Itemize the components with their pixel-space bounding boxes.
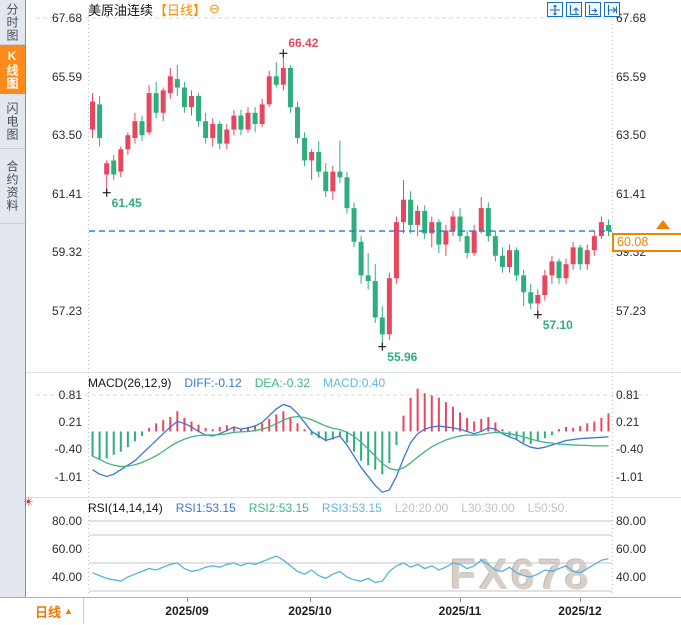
- y-axis-label: 59.32: [51, 245, 82, 260]
- y-axis-label: -0.40: [54, 442, 82, 457]
- y-axis-label: 40.00: [51, 570, 82, 584]
- sidebar-tab-contract-info[interactable]: 合约资料: [0, 149, 25, 224]
- date-tick: [187, 598, 188, 602]
- live-indicator-icon[interactable]: ☀: [23, 495, 34, 509]
- chart-toolbar: [547, 2, 620, 17]
- period-selector-arrow-icon: ▲: [64, 606, 73, 616]
- macd-legend: DIFF:-0.12 DEA:-0.32 MACD:0.40: [184, 376, 385, 390]
- period-selector[interactable]: 日线 ▲: [25, 598, 84, 624]
- legend-item: RSI3:53.15: [321, 501, 382, 515]
- fit-vertical-axis-icon[interactable]: [566, 2, 582, 17]
- price-annotation: 66.42: [288, 36, 319, 51]
- rsi-legend: RSI1:53.15 RSI2:53.15 RSI3:53.15 L20:20.00 L…: [176, 501, 568, 515]
- current-price-tag: 60.08: [612, 233, 681, 253]
- price-annotation: 61.45: [111, 195, 142, 210]
- macd-params: MACD(26,12,9): [88, 376, 172, 390]
- date-tick: [460, 598, 461, 602]
- price-annotation: 57.10: [542, 317, 573, 332]
- sidebar-tab-timeshare[interactable]: 分时图: [0, 0, 25, 45]
- y-axis-label: 63.50: [51, 128, 82, 143]
- period-tag: 【日线】: [154, 2, 207, 18]
- y-axis-label: 0.81: [616, 388, 640, 402]
- y-axis-label: 61.41: [51, 186, 82, 201]
- y-axis-label: 67.68: [616, 11, 647, 25]
- y-axis-label: 60.00: [616, 542, 647, 556]
- date-label: 2025/09: [165, 604, 209, 618]
- y-axis-label: -0.40: [616, 442, 644, 457]
- sidebar-tab-kline[interactable]: K线图: [0, 45, 25, 94]
- fit-horizontal-axis-icon[interactable]: [585, 2, 601, 17]
- y-axis-label: 80.00: [616, 514, 647, 528]
- rsi-header-row: RSI(14,14,14) RSI1:53.15 RSI2:53.15 RSI3:5…: [88, 501, 612, 515]
- sidebar-tab-lightning[interactable]: 闪电图: [0, 94, 25, 149]
- y-axis-label: 57.23: [616, 304, 647, 319]
- date-label: 2025/10: [288, 604, 332, 618]
- y-axis-label: 0.21: [58, 415, 82, 429]
- macd-header-row: MACD(26,12,9) DIFF:-0.12 DEA:-0.32 MACD:0.…: [88, 376, 612, 390]
- current-price-arrow: [656, 220, 670, 230]
- legend-item: L30:30.00: [461, 501, 515, 515]
- y-axis-label: 61.41: [616, 186, 647, 201]
- y-axis-label: 40.00: [616, 570, 647, 584]
- date-label: 2025/11: [438, 604, 482, 618]
- y-axis-label: -1.01: [616, 469, 644, 484]
- left-sidebar: 分时图 K线图 闪电图 合约资料: [0, 0, 26, 597]
- bottom-axis-bar: 日线 ▲ 2025/09 2025/10 2025/11 2025/12: [0, 597, 681, 625]
- y-axis-label: 65.59: [51, 69, 82, 84]
- chart-title-row: 美原油连续 【日线】 ⊖: [88, 1, 220, 18]
- y-axis-label: 63.50: [616, 128, 647, 143]
- y-axis-label: 80.00: [51, 514, 82, 528]
- legend-item: DEA:-0.32: [254, 376, 311, 390]
- y-axis-label: 0.81: [58, 388, 82, 402]
- rsi-params: RSI(14,14,14): [88, 501, 163, 515]
- y-axis-label: 67.68: [51, 11, 82, 25]
- legend-item: DIFF:-0.12: [184, 376, 242, 390]
- period-selector-label: 日线: [35, 604, 62, 620]
- symbol-title: 美原油连续: [88, 2, 154, 18]
- y-axis-label: -1.01: [54, 469, 82, 484]
- pan-crosshair-icon[interactable]: [547, 2, 563, 17]
- scroll-to-latest-icon[interactable]: [604, 2, 620, 17]
- date-tick: [580, 598, 581, 602]
- legend-item: L50:50.: [527, 501, 568, 515]
- price-annotation: 55.96: [387, 349, 418, 364]
- date-tick: [310, 598, 311, 602]
- legend-item: MACD:0.40: [323, 376, 386, 390]
- collapse-icon[interactable]: ⊖: [209, 1, 220, 16]
- y-axis-label: 57.23: [51, 304, 82, 319]
- y-axis-label: 65.59: [616, 69, 647, 84]
- legend-item: RSI2:53.15: [248, 501, 309, 515]
- legend-item: RSI1:53.15: [175, 501, 236, 515]
- date-label: 2025/12: [558, 604, 602, 618]
- y-axis-label: 60.00: [51, 542, 82, 556]
- y-axis-label: 0.21: [616, 415, 640, 429]
- legend-item: L20:20.00: [394, 501, 449, 515]
